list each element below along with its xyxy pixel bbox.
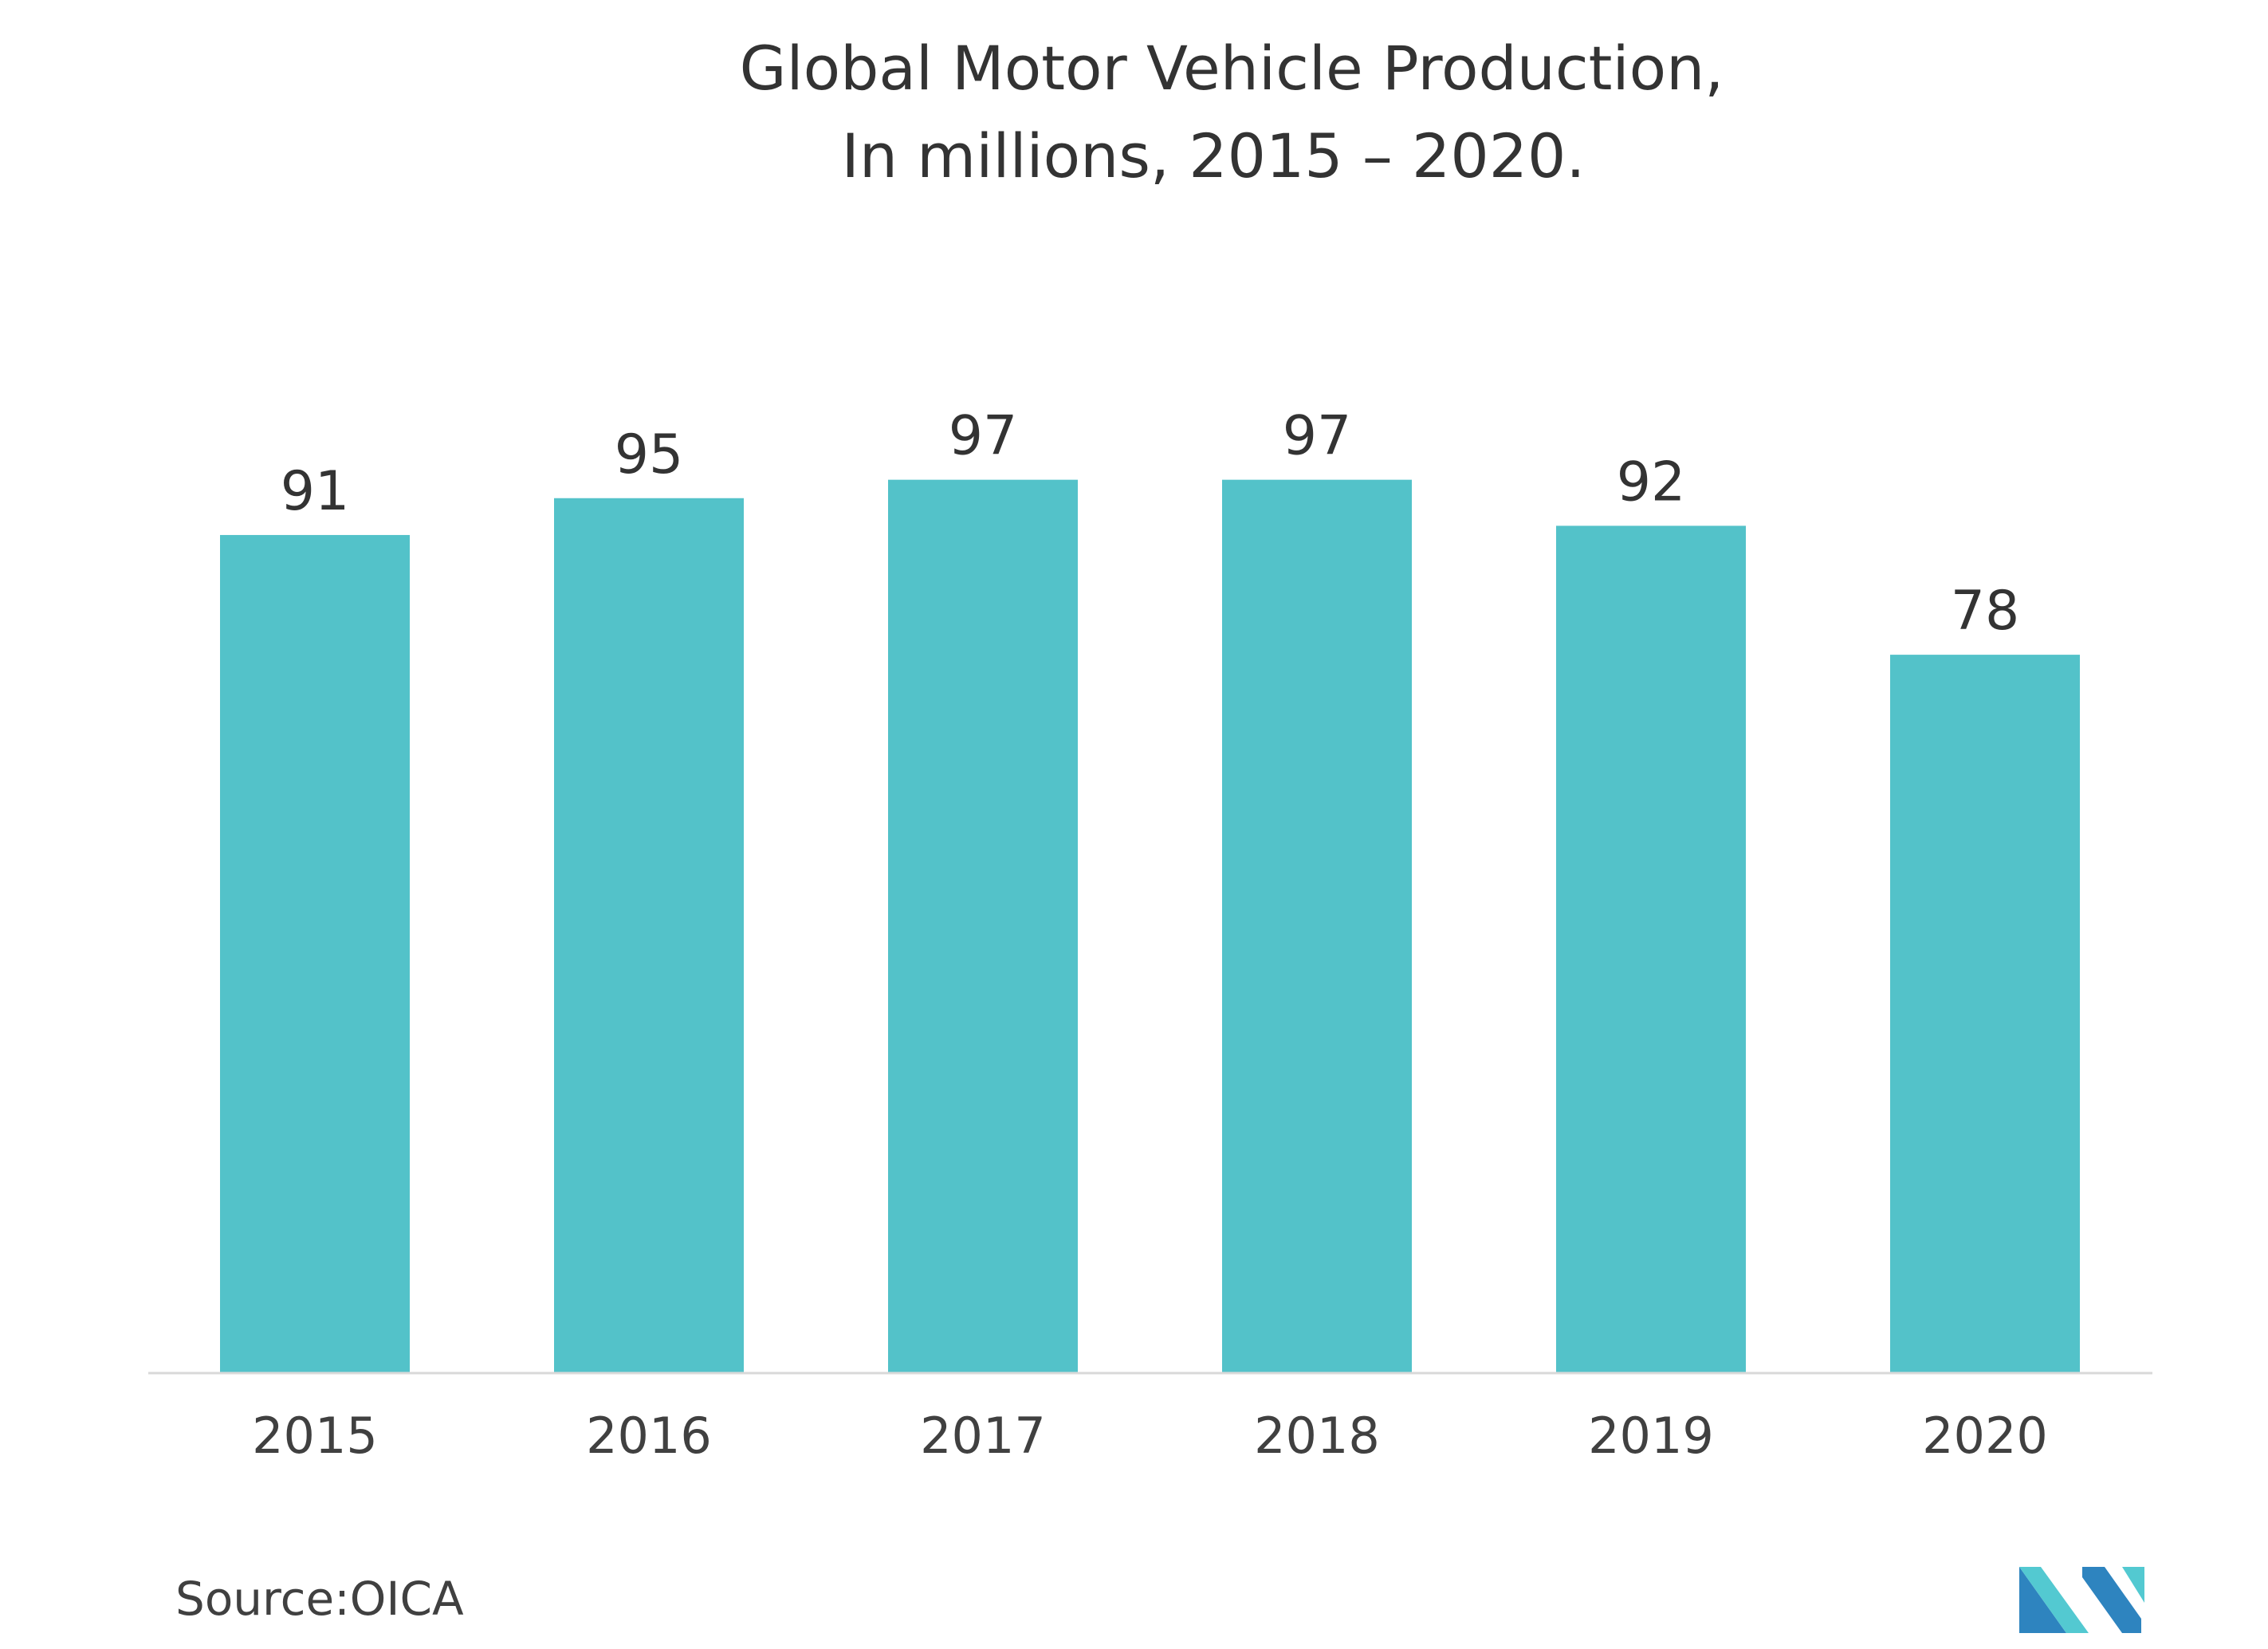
bar-2018 bbox=[1222, 479, 1412, 1373]
bar-2020 bbox=[1890, 655, 2080, 1373]
chart-title-line-2: In millions, 2015 – 2020. bbox=[841, 120, 1585, 191]
bar-2017 bbox=[888, 479, 1078, 1373]
bar-2019 bbox=[1556, 525, 1746, 1373]
logo-mark-edge bbox=[2122, 1567, 2144, 1603]
company-logo bbox=[2019, 1567, 2144, 1633]
chart-title-line-1: Global Motor Vehicle Production, bbox=[740, 33, 1724, 104]
logo-mark-right bbox=[2082, 1567, 2141, 1633]
x-axis-tick-labels: 2015 2016 2017 2018 2019 2020 bbox=[252, 1407, 2048, 1465]
source-note: Source:OICA bbox=[175, 1572, 464, 1626]
data-labels: 91 95 97 97 92 78 bbox=[281, 405, 2020, 643]
data-label-2017: 97 bbox=[949, 405, 1018, 468]
x-tick-2015: 2015 bbox=[252, 1407, 378, 1465]
data-label-2019: 92 bbox=[1617, 451, 1686, 514]
data-label-2016: 95 bbox=[615, 423, 684, 486]
bar-2016 bbox=[554, 498, 744, 1373]
logo-mark-middle bbox=[2019, 1567, 2089, 1633]
x-tick-2018: 2018 bbox=[1254, 1407, 1380, 1465]
x-tick-2017: 2017 bbox=[920, 1407, 1046, 1465]
x-tick-2016: 2016 bbox=[586, 1407, 712, 1465]
data-label-2015: 91 bbox=[281, 460, 350, 523]
bar-2015 bbox=[220, 534, 410, 1374]
data-label-2018: 97 bbox=[1283, 405, 1352, 468]
x-tick-2019: 2019 bbox=[1588, 1407, 1714, 1465]
data-label-2020: 78 bbox=[1951, 580, 2020, 643]
bar-series bbox=[220, 479, 2080, 1374]
x-tick-2020: 2020 bbox=[1922, 1407, 2048, 1465]
